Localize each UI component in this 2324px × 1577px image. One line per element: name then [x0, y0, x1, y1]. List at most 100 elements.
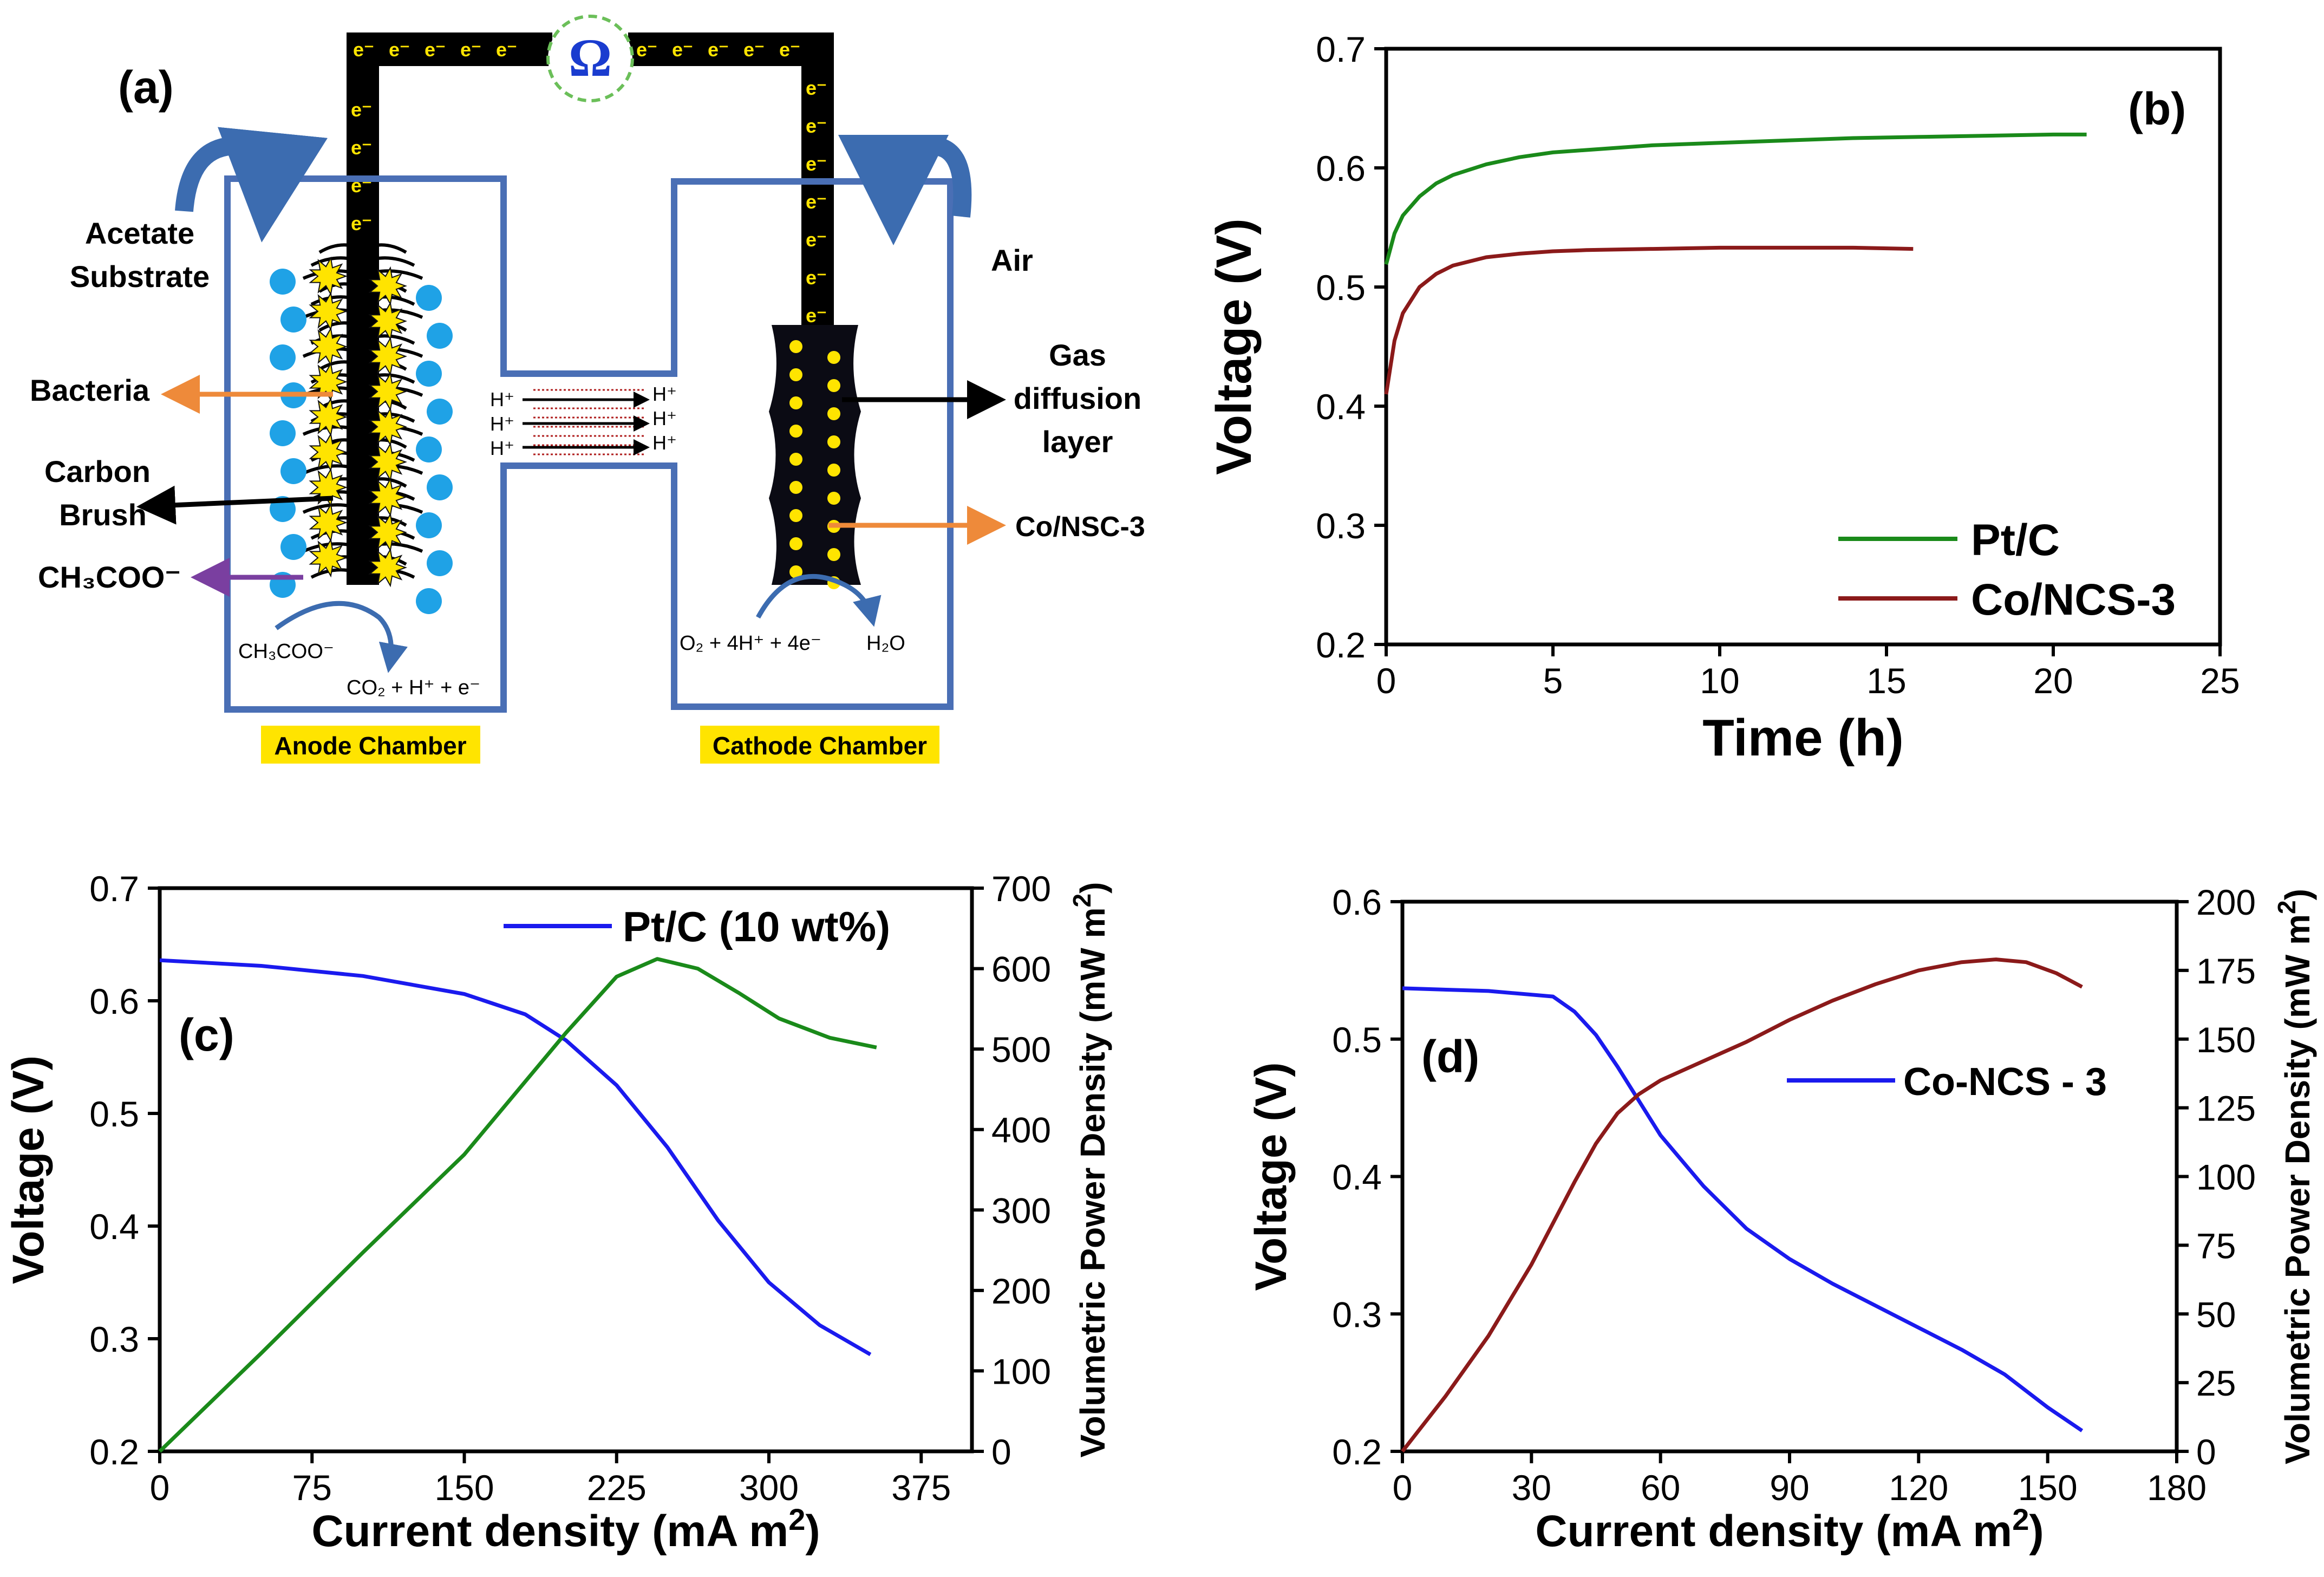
bacteria-cell — [280, 534, 306, 560]
x-tick-label: 120 — [1889, 1468, 1948, 1508]
electron-label: e⁻ — [460, 38, 481, 61]
bacteria-cell — [270, 344, 296, 370]
series-line-power-density — [1401, 957, 2083, 1453]
panel-b-voltage-time-chart: 0 5 10 15 20 25 0.2 0.3 0.4 0.5 0.6 0.7 Time (h) Volt… — [1206, 29, 2240, 767]
y2-tick-label: 200 — [2196, 882, 2256, 922]
bacteria-cell — [416, 285, 442, 311]
electroactive-site — [368, 548, 407, 588]
y-tick-label: 0.6 — [89, 981, 139, 1021]
bacteria-cell — [280, 307, 306, 333]
cathode-product-label: H₂O — [866, 632, 905, 655]
proton-label-l1: H⁺ — [490, 388, 514, 410]
y2-tick-label: 300 — [991, 1190, 1051, 1230]
y-tick-label: 0.5 — [89, 1094, 139, 1134]
catalyst-particle — [789, 368, 802, 381]
proton-label-l2: H⁺ — [490, 413, 514, 435]
y2-tick-label: 200 — [991, 1271, 1051, 1311]
electron-label: e⁻ — [496, 38, 517, 61]
series-line-co-ncs-3 — [1384, 245, 1914, 395]
x-tick-label: 150 — [434, 1468, 494, 1508]
y-tick-label: 0.2 — [1332, 1432, 1382, 1472]
bacteria-cell — [416, 436, 442, 462]
panel-a-schematic: (a) e⁻ e⁻ e⁻ e⁻ e⁻ e⁻ e⁻ e⁻ e⁻ e⁻e⁻e⁻e⁻e⁻e⁻e⁻e⁻e⁻… — [30, 15, 1145, 764]
electroactive-site — [309, 256, 348, 296]
bacteria-cell — [427, 550, 453, 576]
anode-reactant-label: CH₃COO⁻ — [238, 640, 334, 663]
x-tick-label: 150 — [2018, 1468, 2078, 1508]
anode-reaction-arrow — [275, 601, 408, 673]
bacteria-cell — [427, 474, 453, 500]
proton-label-r2: H⁺ — [652, 407, 677, 429]
bacteria-label: Bacteria — [30, 373, 150, 407]
electroactive-site — [368, 407, 407, 447]
y-tick-label: 0.3 — [1332, 1294, 1382, 1334]
gas-diffusion-label-2: diffusion — [1014, 381, 1141, 415]
resistor-omega: Ω — [569, 28, 612, 88]
anode-chamber-label: Anode Chamber — [274, 732, 466, 760]
x-axis-label: Current density (mA m2) — [311, 1502, 820, 1556]
y2-tick-label: 100 — [2196, 1157, 2256, 1197]
y-tick-label: 0.4 — [89, 1207, 139, 1247]
y-tick-label: 0.2 — [1316, 625, 1366, 665]
cathode-chamber-badge — [700, 726, 939, 764]
y-tick-label: 0.5 — [1316, 268, 1366, 308]
y2-tick-label: 25 — [2196, 1363, 2236, 1403]
catalyst-particle — [789, 425, 802, 438]
y2-tick-label: 175 — [2196, 951, 2256, 991]
y2-tick-label: 100 — [991, 1351, 1051, 1391]
bacteria-cell — [416, 361, 442, 387]
x-tick-label: 10 — [1700, 661, 1739, 701]
x-tick-label: 180 — [2147, 1468, 2207, 1508]
electroactive-site — [309, 538, 348, 578]
y-tick-label: 0.7 — [89, 869, 139, 909]
catalyst-particle — [827, 435, 840, 448]
y2-tick-label: 600 — [991, 949, 1051, 989]
electroactive-site — [309, 432, 348, 472]
electroactive-site — [368, 477, 407, 517]
electroactive-site — [309, 503, 348, 543]
bacteria-cell — [427, 323, 453, 349]
electroactive-site — [368, 301, 407, 341]
y-axis-label: Voltage (V) — [1246, 1062, 1296, 1291]
gas-diffusion-label-3: layer — [1042, 425, 1113, 459]
electroactive-site — [368, 336, 407, 376]
x-tick-label: 300 — [739, 1468, 799, 1508]
y2-tick-label: 500 — [991, 1029, 1051, 1070]
chambers-frame — [224, 175, 954, 713]
electron-label: e⁻ — [806, 191, 827, 213]
electroactive-site — [368, 266, 407, 306]
electron-label: e⁻ — [806, 115, 827, 137]
electron-label: e⁻ — [743, 38, 765, 61]
y-axis-label: Voltage (V) — [4, 1055, 53, 1284]
electron-label: e⁻ — [779, 38, 800, 61]
y-tick-label: 0.6 — [1316, 148, 1366, 188]
series-line-co-ncs-3 — [1402, 986, 2084, 1432]
electron-label: e⁻ — [389, 38, 410, 61]
bacteria-cell — [427, 399, 453, 425]
electron-label: e⁻ — [806, 229, 827, 251]
panel-c-polarization-ptc-chart: 0 75 150 225 300 375 0.2 0.3 0.4 0.5 0.6 0.7 0 100 200… — [4, 869, 1112, 1556]
acetate-inflow-arrow — [175, 127, 328, 243]
proton-label-r1: H⁺ — [652, 383, 677, 405]
carbon-brush-anode — [270, 238, 453, 614]
y2-tick-label: 0 — [991, 1432, 1011, 1472]
electron-label: e⁻ — [806, 266, 827, 289]
catalyst-particle — [789, 396, 802, 409]
y-tick-label: 0.5 — [1332, 1020, 1382, 1060]
legend-label: Co-NCS - 3 — [1903, 1060, 2107, 1104]
x-tick-label: 90 — [1770, 1468, 1809, 1508]
electroactive-site — [368, 512, 407, 552]
catalyst-particle — [827, 407, 840, 420]
catalyst-particle — [827, 492, 840, 505]
x-axis-label: Time (h) — [1702, 709, 1904, 767]
x-tick-label: 0 — [150, 1468, 170, 1508]
bacteria-cell — [416, 512, 442, 538]
y-tick-label: 0.7 — [1316, 29, 1366, 69]
carbon-brush-arrow — [136, 485, 334, 525]
x-axis-label: Current density (mA m2) — [1535, 1502, 2044, 1556]
electron-label: e⁻ — [353, 38, 374, 61]
catalyst-particle — [789, 340, 802, 353]
y-tick-label: 0.3 — [1316, 506, 1366, 546]
x-tick-label: 75 — [292, 1468, 332, 1508]
